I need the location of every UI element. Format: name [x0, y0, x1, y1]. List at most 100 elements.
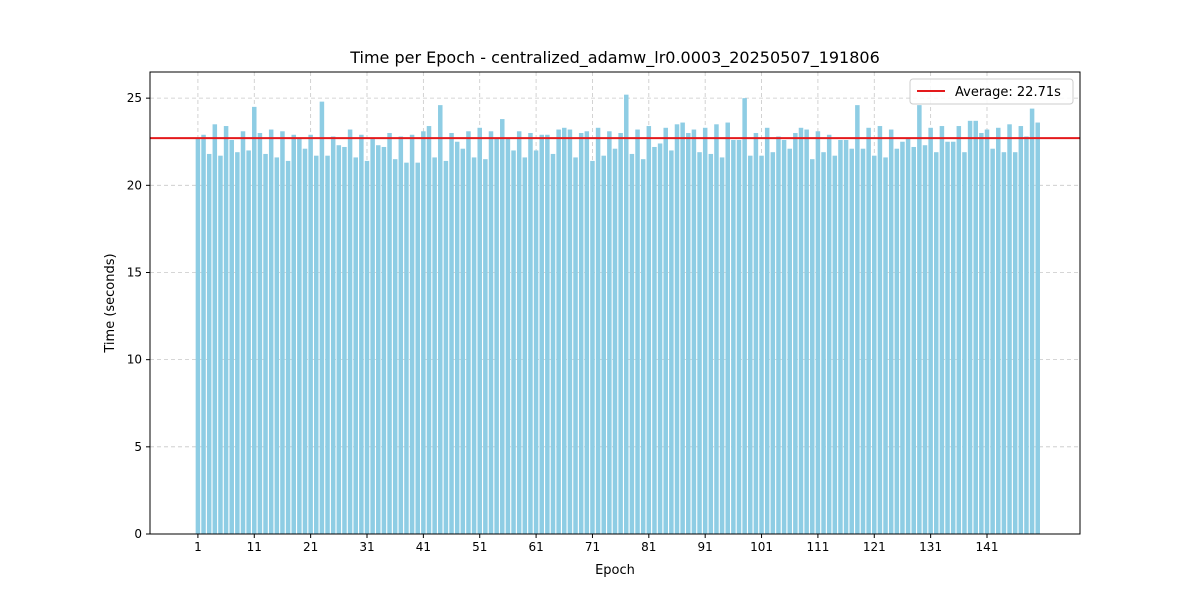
bar-epoch-149 — [1029, 108, 1035, 534]
bar-epoch-137 — [962, 152, 967, 534]
bar-epoch-85 — [669, 150, 674, 535]
bar-epoch-71 — [590, 160, 595, 534]
bar-epoch-66 — [562, 127, 567, 534]
bar-epoch-150 — [1035, 122, 1040, 535]
bar-epoch-104 — [776, 136, 781, 534]
bar-epoch-14 — [268, 129, 274, 534]
bar-epoch-76 — [618, 133, 623, 535]
bar-epoch-55 — [500, 119, 505, 534]
bar-epoch-51 — [477, 127, 482, 534]
bar-epoch-125 — [894, 148, 900, 535]
bar-epoch-45 — [443, 160, 449, 534]
bar-epoch-113 — [826, 134, 832, 534]
bar-epoch-42 — [426, 126, 432, 534]
legend-average-label: Average: 22.71s — [955, 85, 1061, 100]
bar-epoch-103 — [770, 152, 776, 534]
bar-epoch-41 — [421, 131, 426, 535]
x-tick-label: 131 — [919, 540, 942, 554]
bar-epoch-75 — [612, 148, 618, 535]
bar-epoch-120 — [866, 127, 871, 534]
bar-epoch-121 — [872, 155, 877, 534]
x-tick-label: 41 — [416, 540, 431, 554]
bar-epoch-67 — [567, 129, 573, 534]
plot-frame — [149, 71, 1081, 535]
bar-epoch-97 — [736, 139, 742, 535]
bar-epoch-135 — [950, 141, 956, 535]
bar-epoch-15 — [274, 157, 280, 534]
bar-epoch-74 — [607, 131, 612, 535]
bar-epoch-128 — [911, 146, 916, 534]
bar-epoch-34 — [381, 146, 387, 534]
bar-epoch-48 — [460, 148, 466, 535]
x-tick-label: 81 — [641, 540, 656, 554]
bar-epoch-148 — [1024, 136, 1029, 534]
bar-epoch-23 — [319, 101, 325, 535]
bar-epoch-84 — [663, 127, 668, 534]
bar-epoch-50 — [471, 157, 477, 534]
bar-epoch-65 — [556, 129, 561, 534]
bar-epoch-78 — [629, 153, 635, 534]
x-tick-label: 1 — [194, 540, 202, 554]
x-tick-label: 101 — [750, 540, 773, 554]
bar-epoch-59 — [522, 157, 528, 534]
x-tick-label: 61 — [528, 540, 543, 554]
bar-epoch-114 — [832, 155, 838, 534]
bar-epoch-11 — [252, 106, 257, 535]
bar-epoch-88 — [686, 133, 691, 535]
bar-epoch-134 — [945, 141, 950, 535]
bar-epoch-49 — [466, 131, 471, 535]
bar-epoch-6 — [223, 126, 229, 534]
bar-epoch-56 — [505, 138, 511, 534]
bar-epoch-127 — [905, 138, 911, 534]
bar-epoch-61 — [533, 150, 539, 535]
bar-epoch-4 — [212, 124, 218, 535]
bar-epoch-29 — [353, 157, 358, 534]
bar-epoch-37 — [398, 136, 404, 534]
bar-epoch-98 — [742, 98, 747, 534]
bar-epoch-111 — [815, 131, 821, 535]
bar-epoch-77 — [624, 94, 629, 534]
bar-epoch-10 — [246, 150, 251, 535]
bar-epoch-72 — [595, 127, 601, 534]
bar-epoch-116 — [843, 139, 849, 535]
bar-epoch-126 — [900, 141, 905, 535]
bar-epoch-44 — [438, 105, 443, 535]
bar-epoch-30 — [359, 134, 364, 534]
chart-title: Time per Epoch - centralized_adamw_lr0.0… — [349, 48, 880, 68]
bar-epoch-25 — [330, 136, 336, 534]
x-tick-label: 21 — [303, 540, 318, 554]
bar-epoch-131 — [928, 127, 933, 534]
bar-epoch-35 — [387, 133, 392, 535]
x-tick-label: 71 — [585, 540, 600, 554]
bar-epoch-43 — [432, 157, 437, 534]
bar-epoch-31 — [364, 160, 370, 534]
bar-epoch-82 — [652, 146, 657, 534]
bar-epoch-1 — [195, 138, 201, 534]
bar-epoch-2 — [201, 134, 206, 534]
bar-epoch-5 — [218, 155, 223, 534]
bar-epoch-3 — [206, 153, 212, 534]
bar-epoch-139 — [973, 120, 978, 534]
y-axis-label: Time (seconds) — [103, 253, 118, 353]
bar-epoch-36 — [392, 159, 398, 535]
bar-epoch-24 — [325, 155, 330, 534]
bar-epoch-94 — [719, 157, 725, 534]
bar-epoch-16 — [280, 131, 285, 535]
bar-epoch-58 — [516, 131, 522, 535]
legend: Average: 22.71s — [909, 78, 1074, 105]
bar-epoch-108 — [798, 127, 804, 534]
bar-epoch-93 — [714, 124, 719, 535]
bar-epoch-133 — [939, 126, 945, 534]
bar-epoch-95 — [725, 122, 730, 535]
bar-epoch-80 — [640, 159, 646, 535]
bar-epoch-115 — [838, 139, 843, 535]
y-axis-ticks: 0 5 10 15 20 25 — [127, 91, 150, 541]
bar-epoch-46 — [449, 133, 454, 535]
bar-epoch-102 — [764, 127, 770, 534]
bar-epoch-69 — [578, 133, 584, 535]
bar-epoch-147 — [1018, 126, 1024, 534]
y-tick-label: 5 — [134, 440, 142, 454]
bar-epoch-60 — [528, 133, 533, 535]
bar-epoch-32 — [370, 138, 375, 534]
